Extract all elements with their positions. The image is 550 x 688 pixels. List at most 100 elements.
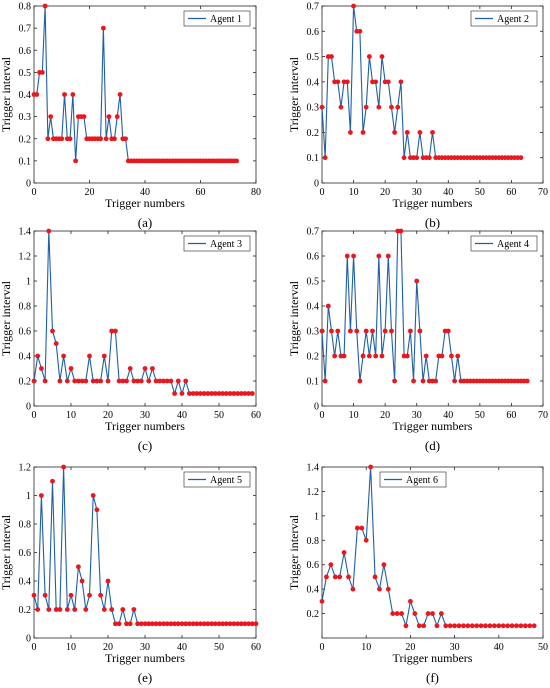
- data-point: [357, 28, 363, 34]
- y-tick-label: 0.1: [307, 377, 320, 388]
- data-point: [127, 366, 133, 371]
- data-point: [194, 391, 200, 396]
- data-point: [87, 592, 92, 598]
- data-point: [522, 623, 528, 629]
- data-point: [379, 54, 385, 59]
- y-tick-label: 0.3: [19, 112, 32, 123]
- x-tick-label: 40: [140, 187, 150, 198]
- y-tick-label: 0.1: [307, 153, 320, 164]
- data-point: [385, 586, 391, 592]
- x-tick-label: 50: [214, 642, 224, 653]
- y-tick-label: 0.4: [19, 90, 32, 101]
- x-tick-label: 80: [251, 187, 261, 198]
- data-point: [452, 378, 457, 384]
- data-point: [59, 136, 65, 142]
- data-point: [474, 623, 480, 629]
- data-point: [67, 136, 73, 142]
- data-point: [392, 130, 398, 135]
- data-point: [449, 353, 454, 359]
- y-tick-label: 0.8: [19, 302, 32, 313]
- y-axis-label: Trigger interval: [287, 280, 301, 356]
- legend-box: [183, 235, 251, 252]
- data-point: [379, 353, 385, 359]
- data-point: [50, 328, 55, 334]
- x-tick-label: 70: [538, 410, 548, 421]
- x-tick-label: 40: [177, 410, 187, 421]
- data-point: [72, 607, 78, 612]
- data-point: [408, 598, 413, 604]
- y-tick-label: 0.2: [19, 377, 32, 388]
- series-line: [34, 5, 237, 162]
- data-point: [53, 607, 59, 612]
- data-point: [35, 353, 41, 359]
- data-point: [42, 3, 48, 9]
- chart-panel-3: 0 10 20 30 40 50 60 0 0.2 0.4 0.6 0.8 1 1.2 1.4 Trigger…: [0, 227, 261, 454]
- plot-area-frame: [321, 230, 544, 407]
- y-tick-label: 0.5: [307, 277, 320, 288]
- data-point: [322, 155, 328, 161]
- y-tick-label: 0.3: [307, 327, 320, 338]
- data-point: [224, 621, 229, 627]
- data-point: [238, 391, 244, 396]
- data-point: [57, 378, 63, 384]
- data-point: [42, 378, 48, 384]
- data-point: [500, 623, 506, 629]
- data-point: [113, 621, 118, 627]
- data-point: [456, 623, 462, 629]
- data-point: [109, 328, 115, 334]
- data-point: [478, 623, 484, 629]
- y-tick-label: 0.2: [19, 134, 32, 145]
- x-axis-label: Trigger numbers: [105, 419, 185, 433]
- data-point: [426, 155, 432, 161]
- x-tick-label: 50: [538, 642, 548, 653]
- data-point: [131, 607, 137, 612]
- y-axis-label: Trigger interval: [287, 514, 301, 590]
- data-point: [376, 104, 382, 110]
- y-tick-label: 0.5: [19, 68, 32, 79]
- y-tick-label: 0.6: [19, 327, 32, 338]
- data-point: [198, 621, 203, 627]
- data-point: [31, 378, 37, 384]
- data-point: [79, 378, 85, 384]
- y-tick-label: 1.2: [19, 252, 32, 263]
- data-point: [120, 378, 126, 384]
- data-point: [105, 578, 111, 584]
- data-point: [124, 378, 129, 384]
- data-point: [146, 621, 152, 627]
- data-point: [101, 353, 107, 359]
- data-point: [103, 136, 109, 142]
- data-point: [183, 621, 189, 627]
- x-axis-label: Trigger numbers: [393, 651, 473, 665]
- data-point: [157, 621, 163, 627]
- data-point: [329, 328, 334, 334]
- data-point: [425, 611, 431, 616]
- data-point: [408, 328, 413, 334]
- data-point: [373, 353, 379, 359]
- x-tick-label: 40: [443, 187, 453, 198]
- data-point: [346, 574, 351, 580]
- data-point: [389, 104, 394, 110]
- panel-label: (d): [425, 438, 440, 453]
- data-point: [328, 562, 334, 568]
- data-point: [73, 158, 79, 164]
- y-tick-label: 1: [26, 491, 31, 502]
- data-point: [220, 621, 226, 627]
- y-tick-label: 0.8: [19, 520, 32, 531]
- data-point: [319, 328, 325, 334]
- data-point: [372, 574, 378, 580]
- data-point: [366, 353, 372, 359]
- data-point: [514, 623, 519, 629]
- data-point: [87, 353, 92, 359]
- data-point: [46, 228, 52, 234]
- data-point: [319, 598, 325, 604]
- data-point: [168, 621, 174, 627]
- data-point: [395, 104, 401, 110]
- y-tick-label: 0.1: [19, 156, 32, 167]
- data-point: [39, 69, 45, 75]
- data-point: [366, 54, 372, 59]
- data-point: [363, 537, 369, 543]
- x-tick-label: 30: [140, 642, 150, 653]
- data-point: [354, 525, 360, 531]
- y-tick-label: 1: [26, 277, 31, 288]
- data-point: [112, 136, 117, 142]
